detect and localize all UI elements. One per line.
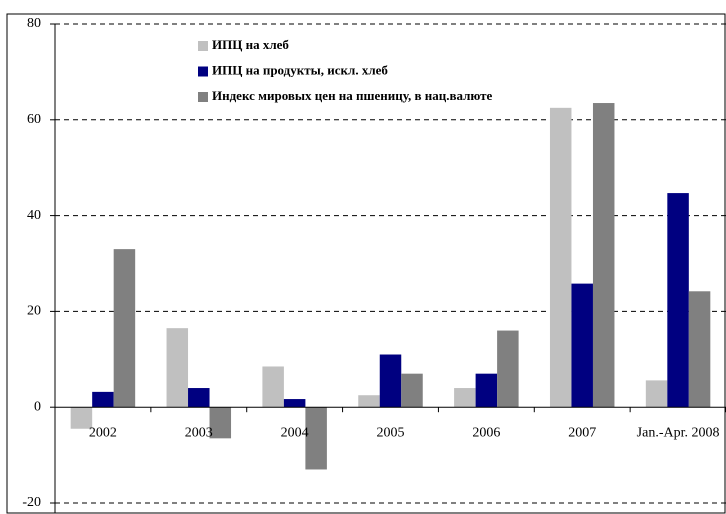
y-tick-label: -20 bbox=[22, 495, 41, 510]
x-tick-label: 2006 bbox=[472, 425, 500, 440]
bar bbox=[667, 193, 689, 408]
bar bbox=[209, 407, 232, 439]
bar bbox=[401, 373, 423, 408]
bar bbox=[688, 291, 711, 408]
legend-swatch bbox=[198, 66, 208, 77]
legend-label: ИПЦ на хлеб bbox=[212, 37, 289, 52]
bar bbox=[113, 249, 136, 408]
bar bbox=[549, 107, 572, 408]
bar bbox=[283, 399, 306, 408]
x-tick-label: 2002 bbox=[89, 425, 117, 440]
bar bbox=[92, 391, 114, 408]
y-tick-label: 0 bbox=[34, 399, 41, 414]
x-tick-label: Jan.-Apr. 2008 bbox=[637, 425, 720, 440]
x-tick-label: 2007 bbox=[568, 425, 596, 440]
legend-label: Индекс мировых цен на пшеницу, в нац.вал… bbox=[212, 88, 493, 103]
bar bbox=[379, 354, 402, 408]
bar bbox=[188, 388, 210, 408]
bar bbox=[571, 283, 593, 408]
bar bbox=[645, 380, 668, 408]
y-tick-label: 60 bbox=[27, 112, 41, 127]
x-tick-label: 2005 bbox=[377, 425, 405, 440]
chart-frame bbox=[6, 13, 726, 514]
x-tick-label: 2003 bbox=[185, 425, 213, 440]
bar bbox=[166, 328, 189, 408]
bar bbox=[305, 407, 327, 470]
x-tick-label: 2004 bbox=[281, 425, 309, 440]
bar bbox=[454, 388, 476, 408]
legend-label: ИПЦ на продукты, искл. хлеб bbox=[212, 62, 388, 77]
y-tick-label: 20 bbox=[27, 304, 41, 319]
legend-swatch bbox=[198, 41, 208, 51]
bar bbox=[497, 330, 519, 408]
bar bbox=[592, 103, 615, 408]
legend-swatch bbox=[198, 92, 208, 102]
bar bbox=[262, 366, 284, 408]
bar bbox=[70, 407, 93, 429]
bar bbox=[475, 373, 498, 408]
y-tick-label: 80 bbox=[27, 16, 41, 31]
bar bbox=[358, 395, 380, 408]
y-tick-label: 40 bbox=[27, 208, 41, 223]
